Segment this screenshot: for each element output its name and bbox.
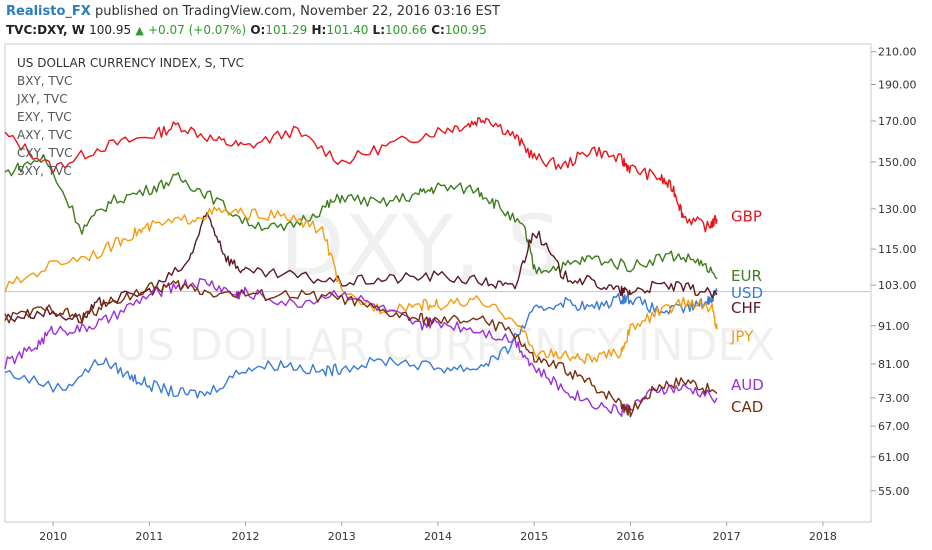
x-tick-label: 2012 [232, 530, 260, 543]
x-tick-label: 2016 [616, 530, 644, 543]
y-tick-label: 73.00 [878, 392, 910, 405]
series-line-gbp [4, 117, 718, 233]
x-tick-label: 2011 [135, 530, 163, 543]
series-line-aud [4, 277, 718, 417]
low-label: L: [372, 23, 385, 37]
high-value: 101.40 [326, 23, 369, 37]
legend-main: US DOLLAR CURRENCY INDEX, S, TVC [17, 56, 244, 70]
y-tick-label: 55.00 [878, 485, 910, 498]
close-value: 100.95 [444, 23, 487, 37]
publication-line: Realisto_FX published on TradingView.com… [6, 4, 500, 19]
legend-item: BXY, TVC [17, 74, 72, 88]
y-tick-label: 67.00 [878, 420, 910, 433]
legend-item: EXY, TVC [17, 110, 72, 124]
series-line-eur [4, 154, 718, 280]
legend: US DOLLAR CURRENCY INDEX, S, TVC BXY, TV… [16, 56, 244, 178]
price-change: +0.07 (+0.07%) [148, 23, 247, 37]
series-label-jpy: JPY [730, 328, 754, 346]
series-line-usd [4, 288, 718, 399]
x-tick-label: 2013 [328, 530, 356, 543]
legend-item: JXY, TVC [16, 92, 68, 106]
y-tick-label: 130.00 [878, 203, 917, 216]
series-label-chf: CHF [731, 299, 761, 317]
series-label-eur: EUR [731, 267, 762, 285]
x-tick-label: 2010 [39, 530, 67, 543]
legend-item: CXY, TVC [17, 146, 72, 160]
watermark-name: US DOLLAR CURRENCY INDEX [115, 320, 776, 371]
low-value: 100.66 [385, 23, 427, 37]
y-tick-label: 61.00 [878, 451, 910, 464]
legend-item: AXY, TVC [17, 128, 72, 142]
high-label: H: [311, 23, 327, 37]
close-label: C: [431, 23, 445, 37]
series-line-cad [4, 280, 718, 418]
legend-item: SXY, TVC [17, 164, 72, 178]
y-tick-label: 91.00 [878, 320, 910, 333]
y-tick-label: 170.00 [878, 115, 917, 128]
series-line-jpy [4, 206, 718, 365]
open-label: O: [250, 23, 266, 37]
series-label-aud: AUD [731, 376, 764, 394]
y-tick-label: 115.00 [878, 243, 917, 256]
x-tick-label: 2018 [809, 530, 837, 543]
series-label-usd: USD [731, 284, 763, 302]
x-tick-label: 2014 [424, 530, 452, 543]
y-tick-label: 210.00 [878, 46, 917, 59]
x-tick-label: 2015 [520, 530, 548, 543]
y-tick-label: 103.00 [878, 279, 917, 292]
published-text: published on TradingView.com, November 2… [94, 4, 500, 19]
author-link[interactable]: Realisto_FX [6, 4, 91, 19]
y-tick-label: 81.00 [878, 358, 910, 371]
up-arrow-icon: ▲ [135, 24, 144, 37]
y-tick-label: 150.00 [878, 156, 917, 169]
series-label-cad: CAD [731, 398, 763, 416]
quote-line: TVC:DXY, W 100.95 ▲ +0.07 (+0.07%) O:101… [6, 23, 487, 37]
open-value: 101.29 [265, 23, 308, 37]
chart-header: Realisto_FX published on TradingView.com… [0, 0, 932, 44]
symbol-label: TVC:DXY, W [6, 23, 85, 37]
last-price: 100.95 [89, 23, 132, 37]
y-tick-label: 190.00 [878, 79, 917, 92]
series-label-gbp: GBP [731, 208, 762, 226]
x-tick-label: 2017 [713, 530, 741, 543]
